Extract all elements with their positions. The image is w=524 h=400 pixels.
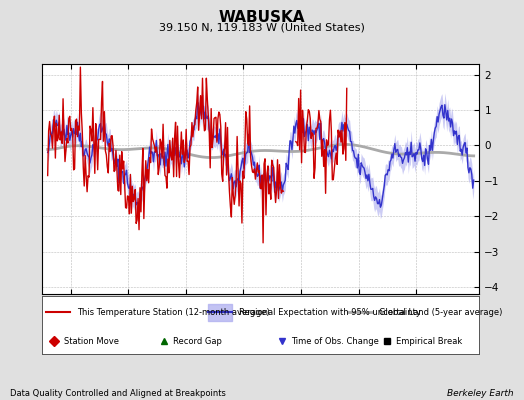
Text: Time of Obs. Change: Time of Obs. Change <box>291 337 379 346</box>
Text: Global Land (5-year average): Global Land (5-year average) <box>379 308 502 317</box>
Text: WABUSKA: WABUSKA <box>219 10 305 25</box>
Text: Regional Expectation with 95% uncertainty: Regional Expectation with 95% uncertaint… <box>239 308 421 317</box>
Text: 39.150 N, 119.183 W (United States): 39.150 N, 119.183 W (United States) <box>159 22 365 32</box>
Text: Data Quality Controlled and Aligned at Breakpoints: Data Quality Controlled and Aligned at B… <box>10 389 226 398</box>
Text: Berkeley Earth: Berkeley Earth <box>447 389 514 398</box>
Text: This Temperature Station (12-month average): This Temperature Station (12-month avera… <box>77 308 270 317</box>
Text: Station Move: Station Move <box>64 337 119 346</box>
Text: Empirical Break: Empirical Break <box>396 337 463 346</box>
Text: Record Gap: Record Gap <box>173 337 222 346</box>
